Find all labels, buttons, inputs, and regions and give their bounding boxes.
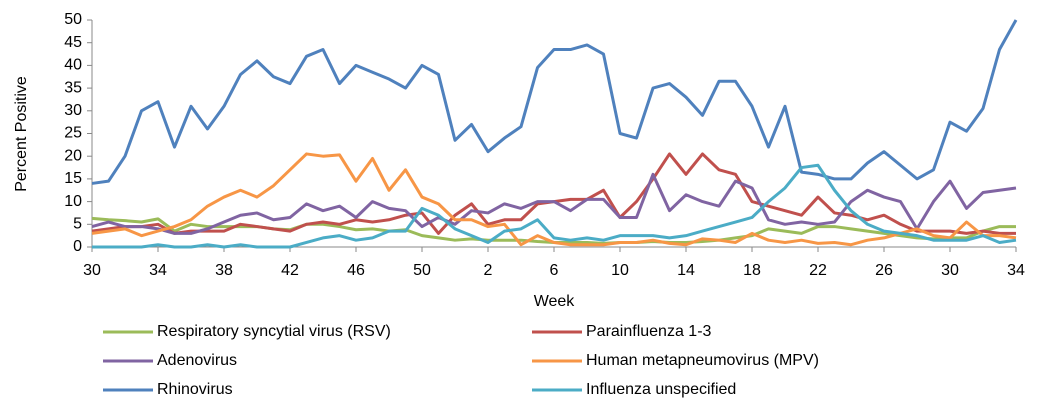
x-tick-label: 22 [809, 262, 827, 279]
legend-label: Influenza unspecified [586, 381, 736, 398]
y-tick-label: 40 [64, 57, 82, 74]
series-line [91, 152, 1017, 247]
x-tick-label: 42 [281, 262, 299, 279]
series-line [91, 172, 1017, 235]
x-tick-label: 34 [1007, 262, 1025, 279]
legend-label: Adenovirus [157, 352, 237, 369]
y-tick-label: 45 [64, 34, 82, 51]
x-tick-label: 26 [875, 262, 893, 279]
series-line [92, 163, 1017, 249]
y-tick-label: 15 [64, 170, 82, 187]
x-tick-label: 30 [941, 262, 959, 279]
x-tick-label: 30 [83, 262, 101, 279]
y-tick-label: 0 [73, 238, 82, 255]
y-tick-label: 10 [64, 193, 82, 210]
x-tick-label: 6 [550, 262, 559, 279]
legend-label: Parainfluenza 1-3 [586, 323, 712, 340]
y-tick-label: 5 [73, 216, 82, 233]
x-axis-label: Week [534, 293, 576, 310]
legend-label: Respiratory syncytial virus (RSV) [157, 323, 391, 340]
x-tick-label: 14 [677, 262, 695, 279]
y-tick-label: 50 [64, 11, 82, 28]
x-tick-label: 38 [215, 262, 233, 279]
legend-label: Rhinovirus [157, 381, 233, 398]
x-tick-label: 18 [743, 262, 761, 279]
y-tick-label: 20 [64, 147, 82, 164]
y-tick-label: 25 [64, 125, 82, 142]
y-tick-label: 35 [64, 79, 82, 96]
legend-label: Human metapneumovirus (MPV) [586, 352, 819, 369]
x-tick-label: 50 [413, 262, 431, 279]
x-tick-label: 10 [611, 262, 629, 279]
series-line [91, 19, 1018, 185]
x-tick-label: 2 [484, 262, 493, 279]
x-tick-label: 34 [149, 262, 167, 279]
x-tick-label: 46 [347, 262, 365, 279]
y-axis-label: Percent Positive [13, 76, 30, 192]
y-tick-label: 30 [64, 102, 82, 119]
